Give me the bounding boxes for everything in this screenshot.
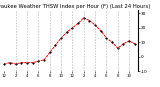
Title: Milwaukee Weather THSW Index per Hour (F) (Last 24 Hours): Milwaukee Weather THSW Index per Hour (F… bbox=[0, 4, 150, 9]
